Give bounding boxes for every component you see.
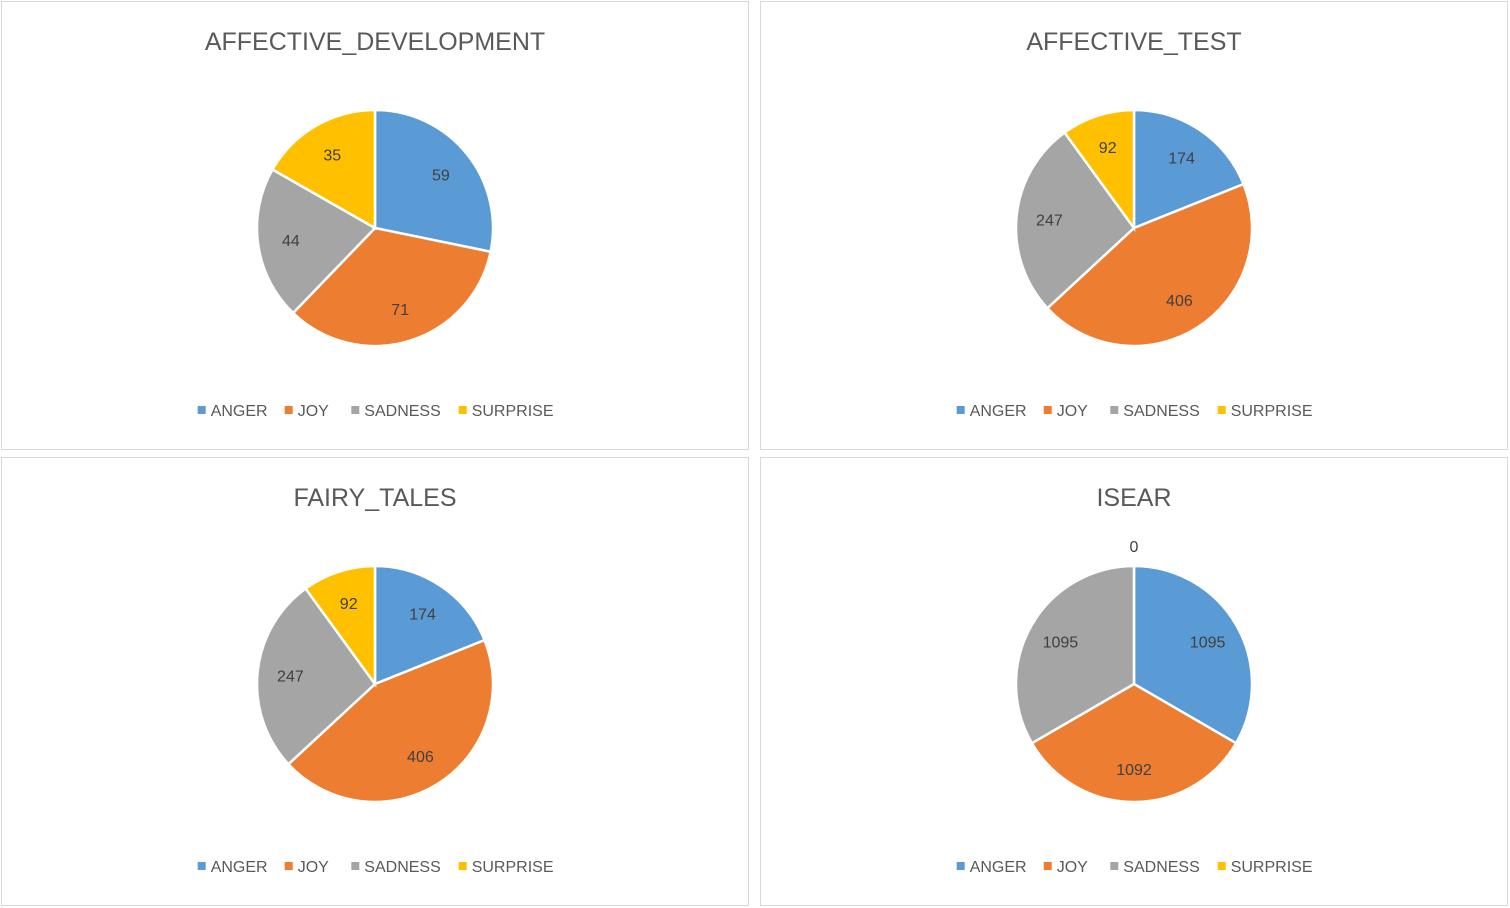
pie-slice-anger xyxy=(373,564,487,686)
legend-swatch-anger xyxy=(197,406,206,414)
data-label-joy: 1092 xyxy=(1116,762,1152,779)
data-label-anger: 59 xyxy=(432,167,450,184)
data-label-anger: 1095 xyxy=(1190,635,1226,652)
data-label-sadness: 44 xyxy=(282,233,300,250)
chart-title: AFFECTIVE_TEST xyxy=(1026,28,1241,56)
data-label-sadness: 247 xyxy=(1036,213,1063,230)
chart-title: ISEAR xyxy=(1096,484,1171,512)
legend-swatch-sadness xyxy=(351,406,360,414)
legend: ANGER JOY SADNESS SURPRISE xyxy=(197,859,554,876)
legend-label-sadness: SADNESS xyxy=(364,403,440,420)
legend-label-surprise: SURPRISE xyxy=(1231,859,1313,876)
legend-label-sadness: SADNESS xyxy=(1123,859,1199,876)
pie-chart: FAIRY_TALES 174 406 247 92 ANGER JOY SADNESS S… xyxy=(197,484,554,876)
legend-label-joy: JOY xyxy=(298,859,329,876)
legend-swatch-anger xyxy=(197,862,206,870)
pie-slice-joy xyxy=(1045,182,1254,348)
pie-slice-sadness xyxy=(1014,130,1136,310)
legend-swatch-sadness xyxy=(351,862,360,870)
legend-swatch-surprise xyxy=(458,862,467,870)
pie-slices xyxy=(255,564,495,804)
legend: ANGER JOY SADNESS SURPRISE xyxy=(197,403,554,420)
legend-swatch-surprise xyxy=(1217,406,1226,414)
pie-chart: AFFECTIVE_TEST 174 406 247 92 ANGER JOY SADNE… xyxy=(956,28,1313,420)
legend-swatch-joy xyxy=(1043,406,1052,414)
legend-swatch-surprise xyxy=(1217,862,1226,870)
pie-slice-anger xyxy=(1132,108,1246,230)
legend-label-anger: ANGER xyxy=(970,403,1027,420)
legend-swatch-anger xyxy=(956,862,965,870)
pie-slice-surprise xyxy=(270,108,377,231)
data-label-surprise: 92 xyxy=(1099,140,1117,157)
pie-slice-joy xyxy=(1030,682,1238,804)
data-labels: 1095 1092 1095 0 xyxy=(1043,539,1226,779)
pie-slice-joy xyxy=(291,226,493,348)
chart-panel-fairy-tales: FAIRY_TALES 174 406 247 92 ANGER JOY SADNESS S… xyxy=(1,457,749,906)
chart-panel-isear: ISEAR 1095 1092 1095 0 ANGER JOY SADNESS SURPR… xyxy=(760,457,1508,906)
legend-label-anger: ANGER xyxy=(211,403,268,420)
pie-slice-sadness xyxy=(1014,564,1136,745)
legend-label-sadness: SADNESS xyxy=(364,859,440,876)
legend-swatch-anger xyxy=(956,406,965,414)
pie-slice-joy xyxy=(286,638,495,804)
data-labels: 59 71 44 35 xyxy=(282,148,450,320)
pie-slice-sadness xyxy=(255,586,377,766)
pie-chart: ISEAR 1095 1092 1095 0 ANGER JOY SADNESS SURPR… xyxy=(956,484,1313,876)
pie-slices xyxy=(255,108,495,348)
data-label-sadness: 1095 xyxy=(1043,635,1079,652)
legend-label-joy: JOY xyxy=(298,403,329,420)
legend-label-joy: JOY xyxy=(1057,859,1088,876)
data-label-sadness: 247 xyxy=(277,669,304,686)
legend-swatch-joy xyxy=(1043,862,1052,870)
legend-label-sadness: SADNESS xyxy=(1123,403,1199,420)
legend-swatch-sadness xyxy=(1110,862,1119,870)
data-labels: 174 406 247 92 xyxy=(1036,140,1195,310)
pie-slice-surprise xyxy=(303,564,377,688)
legend: ANGER JOY SADNESS SURPRISE xyxy=(956,403,1313,420)
pie-chart: AFFECTIVE_DEVELOPMENT 59 71 44 35 ANGER JOY S… xyxy=(197,28,554,420)
data-label-joy: 71 xyxy=(391,302,409,319)
chart-title: FAIRY_TALES xyxy=(293,484,456,512)
pie-slice-anger xyxy=(1132,564,1254,745)
data-label-joy: 406 xyxy=(407,749,434,766)
data-labels: 174 406 247 92 xyxy=(277,596,436,766)
legend-swatch-sadness xyxy=(1110,406,1119,414)
legend-label-surprise: SURPRISE xyxy=(1231,403,1313,420)
data-label-anger: 174 xyxy=(1168,151,1195,168)
legend-swatch-surprise xyxy=(458,406,467,414)
chart-panel-affective-test: AFFECTIVE_TEST 174 406 247 92 ANGER JOY SADNE… xyxy=(760,1,1508,450)
legend-label-surprise: SURPRISE xyxy=(472,403,554,420)
pie-slice-surprise xyxy=(1062,108,1136,232)
pie-slices xyxy=(1014,108,1254,348)
chart-title: AFFECTIVE_DEVELOPMENT xyxy=(205,28,545,56)
pie-slices xyxy=(1014,564,1254,804)
legend-label-joy: JOY xyxy=(1057,403,1088,420)
chart-panel-affective-development: AFFECTIVE_DEVELOPMENT 59 71 44 35 ANGER JOY S… xyxy=(1,1,749,450)
pie-slice-sadness xyxy=(255,167,378,315)
data-label-joy: 406 xyxy=(1166,293,1193,310)
legend-label-anger: ANGER xyxy=(211,859,268,876)
data-label-surprise: 0 xyxy=(1130,539,1139,556)
data-label-anger: 174 xyxy=(409,607,436,624)
legend-swatch-joy xyxy=(284,862,293,870)
data-label-surprise: 35 xyxy=(323,148,341,165)
legend: ANGER JOY SADNESS SURPRISE xyxy=(956,859,1313,876)
pie-slice-anger xyxy=(373,108,495,254)
legend-swatch-joy xyxy=(284,406,293,414)
legend-label-surprise: SURPRISE xyxy=(472,859,554,876)
legend-label-anger: ANGER xyxy=(970,859,1027,876)
data-label-surprise: 92 xyxy=(340,596,358,613)
